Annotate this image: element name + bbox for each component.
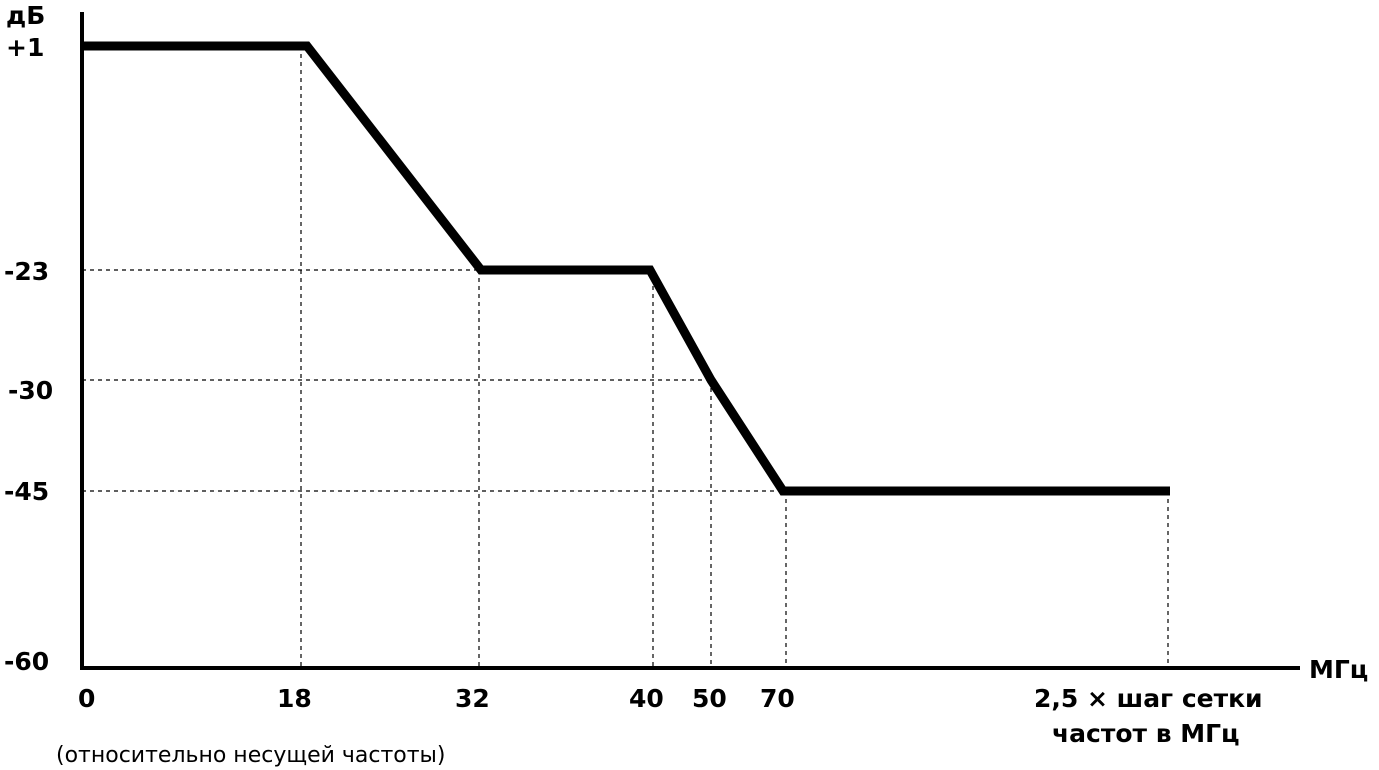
x-unit-label: МГц (1309, 655, 1368, 684)
y-tick-minus60: -60 (4, 647, 49, 676)
x-tick-32: 32 (455, 684, 490, 713)
y-tick-plus1: +1 (6, 33, 44, 62)
x-tick-40: 40 (629, 684, 664, 713)
y-tick-minus45: -45 (4, 477, 49, 506)
y-unit-label: дБ (6, 1, 45, 30)
x-tick-70: 70 (760, 684, 795, 713)
attenuation-mask-line (82, 41, 1170, 496)
x-tick-end-line2: частот в МГц (1052, 719, 1240, 748)
y-tick-minus30: -30 (8, 376, 53, 405)
y-tick-minus23: -23 (4, 257, 49, 286)
x-tick-end-line1: 2,5 × шаг сетки (1034, 684, 1263, 713)
x-note: (относительно несущей частоты) (56, 743, 446, 768)
axes (80, 12, 1300, 670)
x-tick-0: 0 (78, 684, 95, 713)
x-tick-50: 50 (692, 684, 727, 713)
x-tick-18: 18 (277, 684, 312, 713)
reference-lines (82, 46, 1169, 668)
